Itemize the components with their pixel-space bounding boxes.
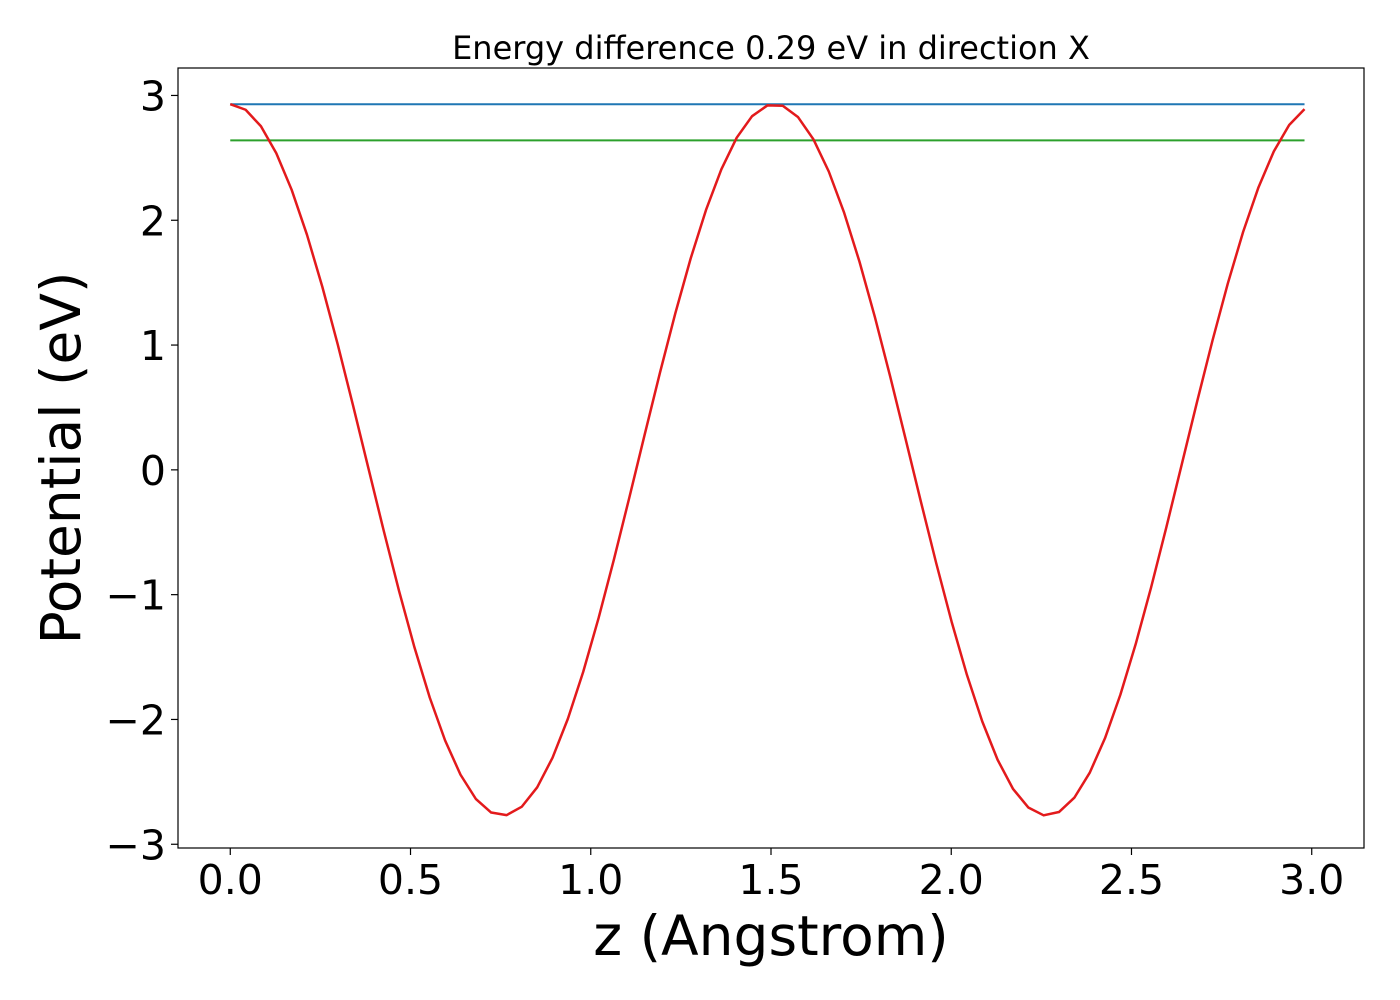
- x-tick-label: 1.5: [738, 856, 803, 904]
- y-tick-label: −1: [106, 572, 166, 620]
- x-tick-label: 2.5: [1099, 856, 1164, 904]
- x-tick-label: 0.5: [378, 856, 443, 904]
- plot-frame: [177, 67, 1365, 849]
- y-tick-label: −3: [106, 821, 166, 869]
- x-tick-label: 1.0: [558, 856, 623, 904]
- y-tick-label: 3: [140, 72, 166, 120]
- y-axis-label: Potential (eV): [29, 272, 93, 645]
- x-tick-label: 2.0: [919, 856, 984, 904]
- x-tick-label: 0.0: [198, 856, 263, 904]
- plot-area: [229, 103, 1306, 817]
- y-tick-label: 0: [140, 447, 166, 495]
- series-potential-curve: [229, 103, 1306, 817]
- x-tick-label: 3.0: [1279, 856, 1344, 904]
- y-tick-label: 2: [140, 197, 166, 245]
- y-tick-label: 1: [140, 322, 166, 370]
- chart-title: Energy difference 0.29 eV in direction X: [452, 29, 1090, 67]
- x-axis-label: z (Angstrom): [593, 904, 949, 968]
- y-tick-label: −2: [106, 696, 166, 744]
- axes: 0.0 0.5 1.0 1.5 2.0 2.5 3.0 −3 −2 −1 0 1 2 3: [106, 67, 1365, 904]
